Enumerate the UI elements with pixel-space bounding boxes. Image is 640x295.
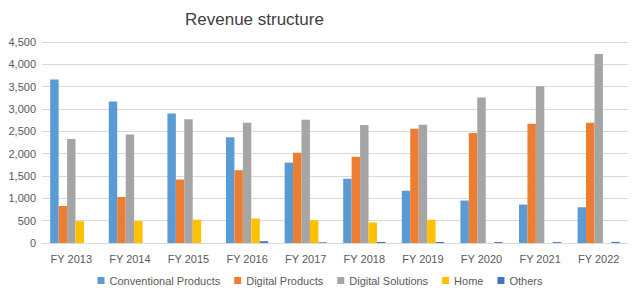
- svg-text:4,000: 4,000: [8, 58, 36, 70]
- svg-text:500: 500: [18, 215, 36, 227]
- svg-text:FY 2018: FY 2018: [344, 253, 385, 265]
- svg-text:Conventional Products: Conventional Products: [110, 275, 221, 287]
- svg-text:2,000: 2,000: [8, 148, 36, 160]
- svg-text:3,500: 3,500: [8, 81, 36, 93]
- svg-text:FY 2022: FY 2022: [578, 253, 619, 265]
- svg-text:FY 2020: FY 2020: [461, 253, 502, 265]
- svg-text:Digital Solutions: Digital Solutions: [349, 275, 428, 287]
- svg-text:4,500: 4,500: [8, 36, 36, 48]
- svg-text:1,500: 1,500: [8, 170, 36, 182]
- svg-text:2,500: 2,500: [8, 125, 36, 137]
- svg-text:0: 0: [30, 237, 36, 249]
- svg-text:FY 2016: FY 2016: [226, 253, 267, 265]
- svg-text:FY 2021: FY 2021: [519, 253, 560, 265]
- svg-text:1,000: 1,000: [8, 192, 36, 204]
- svg-text:FY 2013: FY 2013: [51, 253, 92, 265]
- svg-text:Home: Home: [454, 275, 483, 287]
- svg-text:FY 2015: FY 2015: [168, 253, 209, 265]
- svg-text:Others: Others: [509, 275, 543, 287]
- svg-text:FY 2014: FY 2014: [109, 253, 150, 265]
- svg-text:Digital Products: Digital Products: [246, 275, 324, 287]
- svg-text:FY 2017: FY 2017: [285, 253, 326, 265]
- svg-text:3,000: 3,000: [8, 103, 36, 115]
- svg-text:FY 2019: FY 2019: [402, 253, 443, 265]
- svg-text:Revenue structure: Revenue structure: [185, 10, 324, 29]
